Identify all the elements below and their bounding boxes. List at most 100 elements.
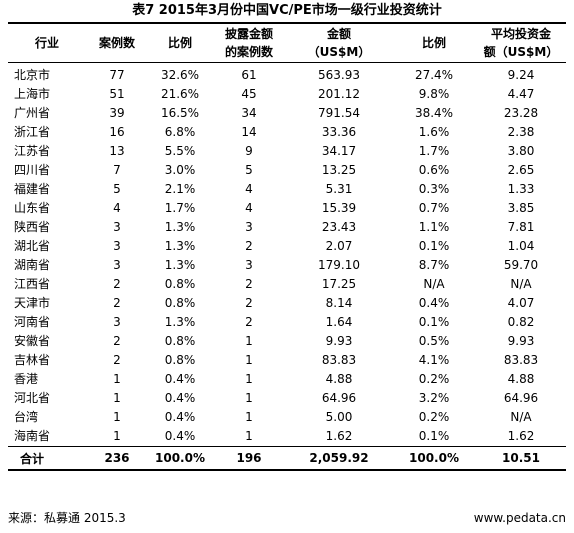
- row-industry: 香港: [14, 372, 39, 386]
- table-cell: 1.62: [507, 429, 535, 443]
- table-row: 海南省 1 0.4% 1 1.62 0.1% 1.62: [8, 427, 566, 447]
- total-cell: 10.51: [476, 446, 566, 471]
- table-cell: 3.2%: [418, 391, 450, 405]
- table-cell: 1.3%: [164, 315, 196, 329]
- table-cell: 9: [245, 144, 253, 158]
- table-cell: 791.54: [318, 106, 360, 120]
- table-cell: 4: [245, 201, 253, 215]
- table-row: 河北省 1 0.4% 1 64.96 3.2% 64.96: [8, 389, 566, 408]
- table-cell: 1.6%: [418, 125, 450, 139]
- table-cell: 3: [113, 315, 121, 329]
- table-cell: 1: [113, 429, 121, 443]
- table-cell: 0.2%: [418, 410, 450, 424]
- row-industry: 江苏省: [14, 144, 51, 158]
- table-cell: 2.38: [507, 125, 535, 139]
- table-row: 福建省 5 2.1% 4 5.31 0.3% 1.33: [8, 180, 566, 199]
- header-text: 披露金额: [224, 27, 273, 41]
- table-cell: 563.93: [318, 68, 360, 82]
- table-cell: 1.7%: [164, 201, 196, 215]
- table-cell: 1.7%: [418, 144, 450, 158]
- table-cell: 64.96: [321, 391, 357, 405]
- header-text: 平均投资金: [490, 27, 551, 41]
- table-row: 吉林省 2 0.8% 1 83.83 4.1% 83.83: [8, 351, 566, 370]
- table-cell: 4.88: [507, 372, 535, 386]
- table-cell: 0.1%: [418, 315, 450, 329]
- header-amount: 金额 （US$M）: [286, 22, 392, 63]
- table-cell: 1: [113, 391, 121, 405]
- table-cell: 4.88: [325, 372, 353, 386]
- table-cell: N/A: [510, 277, 532, 291]
- header-text: 的案例数: [224, 45, 273, 59]
- table-cell: 3.0%: [164, 163, 196, 177]
- table-row: 安徽省 2 0.8% 1 9.93 0.5% 9.93: [8, 332, 566, 351]
- table-cell: 16.5%: [160, 106, 200, 120]
- table-cell: 5.00: [325, 410, 353, 424]
- table-cell: 2: [245, 296, 253, 310]
- table-cell: 5: [245, 163, 253, 177]
- table-cell: 9.8%: [418, 87, 450, 101]
- table-cell: 14: [241, 125, 257, 139]
- table-cell: 0.8%: [164, 277, 196, 291]
- table-cell: 0.3%: [418, 182, 450, 196]
- total-cell: 2,059.92: [286, 446, 392, 471]
- row-industry: 福建省: [14, 182, 51, 196]
- table-cell: 45: [241, 87, 257, 101]
- table-cell: 0.4%: [164, 391, 196, 405]
- table-cell: 77: [109, 68, 125, 82]
- table-row: 广州省 39 16.5% 34 791.54 38.4% 23.28: [8, 104, 566, 123]
- table-row: 浙江省 16 6.8% 14 33.36 1.6% 2.38: [8, 123, 566, 142]
- header-text: 比例: [421, 36, 446, 50]
- header-text: 额（US$M）: [483, 45, 559, 59]
- table-cell: 3: [113, 220, 121, 234]
- header-average-amount: 平均投资金额（US$M）: [476, 22, 566, 63]
- row-industry: 上海市: [14, 87, 51, 101]
- table-cell: 4: [245, 182, 253, 196]
- header-row: 行业 案例数 比例 披露金额 的案例数 金额 （US$M） 比例 平均投资金 额（US…: [8, 22, 566, 63]
- row-industry: 广州省: [14, 106, 51, 120]
- header-case-count: 案例数: [86, 22, 148, 63]
- table-cell: 1: [245, 372, 253, 386]
- table-cell: 38.4%: [414, 106, 454, 120]
- table-cell: 2: [113, 277, 121, 291]
- table-cell: 3: [245, 220, 253, 234]
- table-cell: 34.17: [321, 144, 357, 158]
- table-cell: 1: [245, 353, 253, 367]
- table-cell: 59.70: [503, 258, 539, 272]
- table-cell: 2: [113, 353, 121, 367]
- table-cell: 1: [113, 410, 121, 424]
- table-cell: 6.8%: [164, 125, 196, 139]
- table-cell: 0.5%: [418, 334, 450, 348]
- header-text: 案例数: [98, 36, 135, 50]
- total-row: 合计 236 100.0% 196 2,059.92 100.0% 10.51: [8, 446, 566, 471]
- table-cell: N/A: [510, 410, 532, 424]
- table-title: 表7 2015年3月份中国VC/PE市场一级行业投资统计: [132, 3, 442, 18]
- source-note: 来源：私募通 2015.3: [8, 511, 126, 525]
- table-cell: 1: [245, 429, 253, 443]
- table-cell: 83.83: [321, 353, 357, 367]
- table-row: 江西省 2 0.8% 2 17.25 N/A N/A: [8, 275, 566, 294]
- total-cell: 100.0%: [392, 446, 476, 471]
- table-cell: 1.62: [325, 429, 353, 443]
- table-cell: 201.12: [318, 87, 360, 101]
- table-cell: 64.96: [503, 391, 539, 405]
- table-cell: 23.43: [321, 220, 357, 234]
- table-cell: 27.4%: [414, 68, 454, 82]
- table-cell: 0.4%: [164, 410, 196, 424]
- header-industry: 行业: [8, 22, 86, 63]
- header-text: 金额: [326, 27, 351, 41]
- row-industry: 河北省: [14, 391, 51, 405]
- website-link[interactable]: www.pedata.cn: [473, 511, 566, 525]
- table-cell: 4: [113, 201, 121, 215]
- table-cell: 179.10: [318, 258, 360, 272]
- table-cell: 1: [113, 372, 121, 386]
- table-cell: 1: [245, 334, 253, 348]
- header-amount-ratio: 比例: [392, 22, 476, 63]
- table-cell: 0.8%: [164, 334, 196, 348]
- row-industry: 湖北省: [14, 239, 51, 253]
- row-industry: 浙江省: [14, 125, 51, 139]
- table-cell: 1.1%: [418, 220, 450, 234]
- table-cell: 7.81: [507, 220, 535, 234]
- table-cell: 17.25: [321, 277, 357, 291]
- table-row: 北京市 77 32.6% 61 563.93 27.4% 9.24: [8, 63, 566, 86]
- table-cell: 16: [109, 125, 125, 139]
